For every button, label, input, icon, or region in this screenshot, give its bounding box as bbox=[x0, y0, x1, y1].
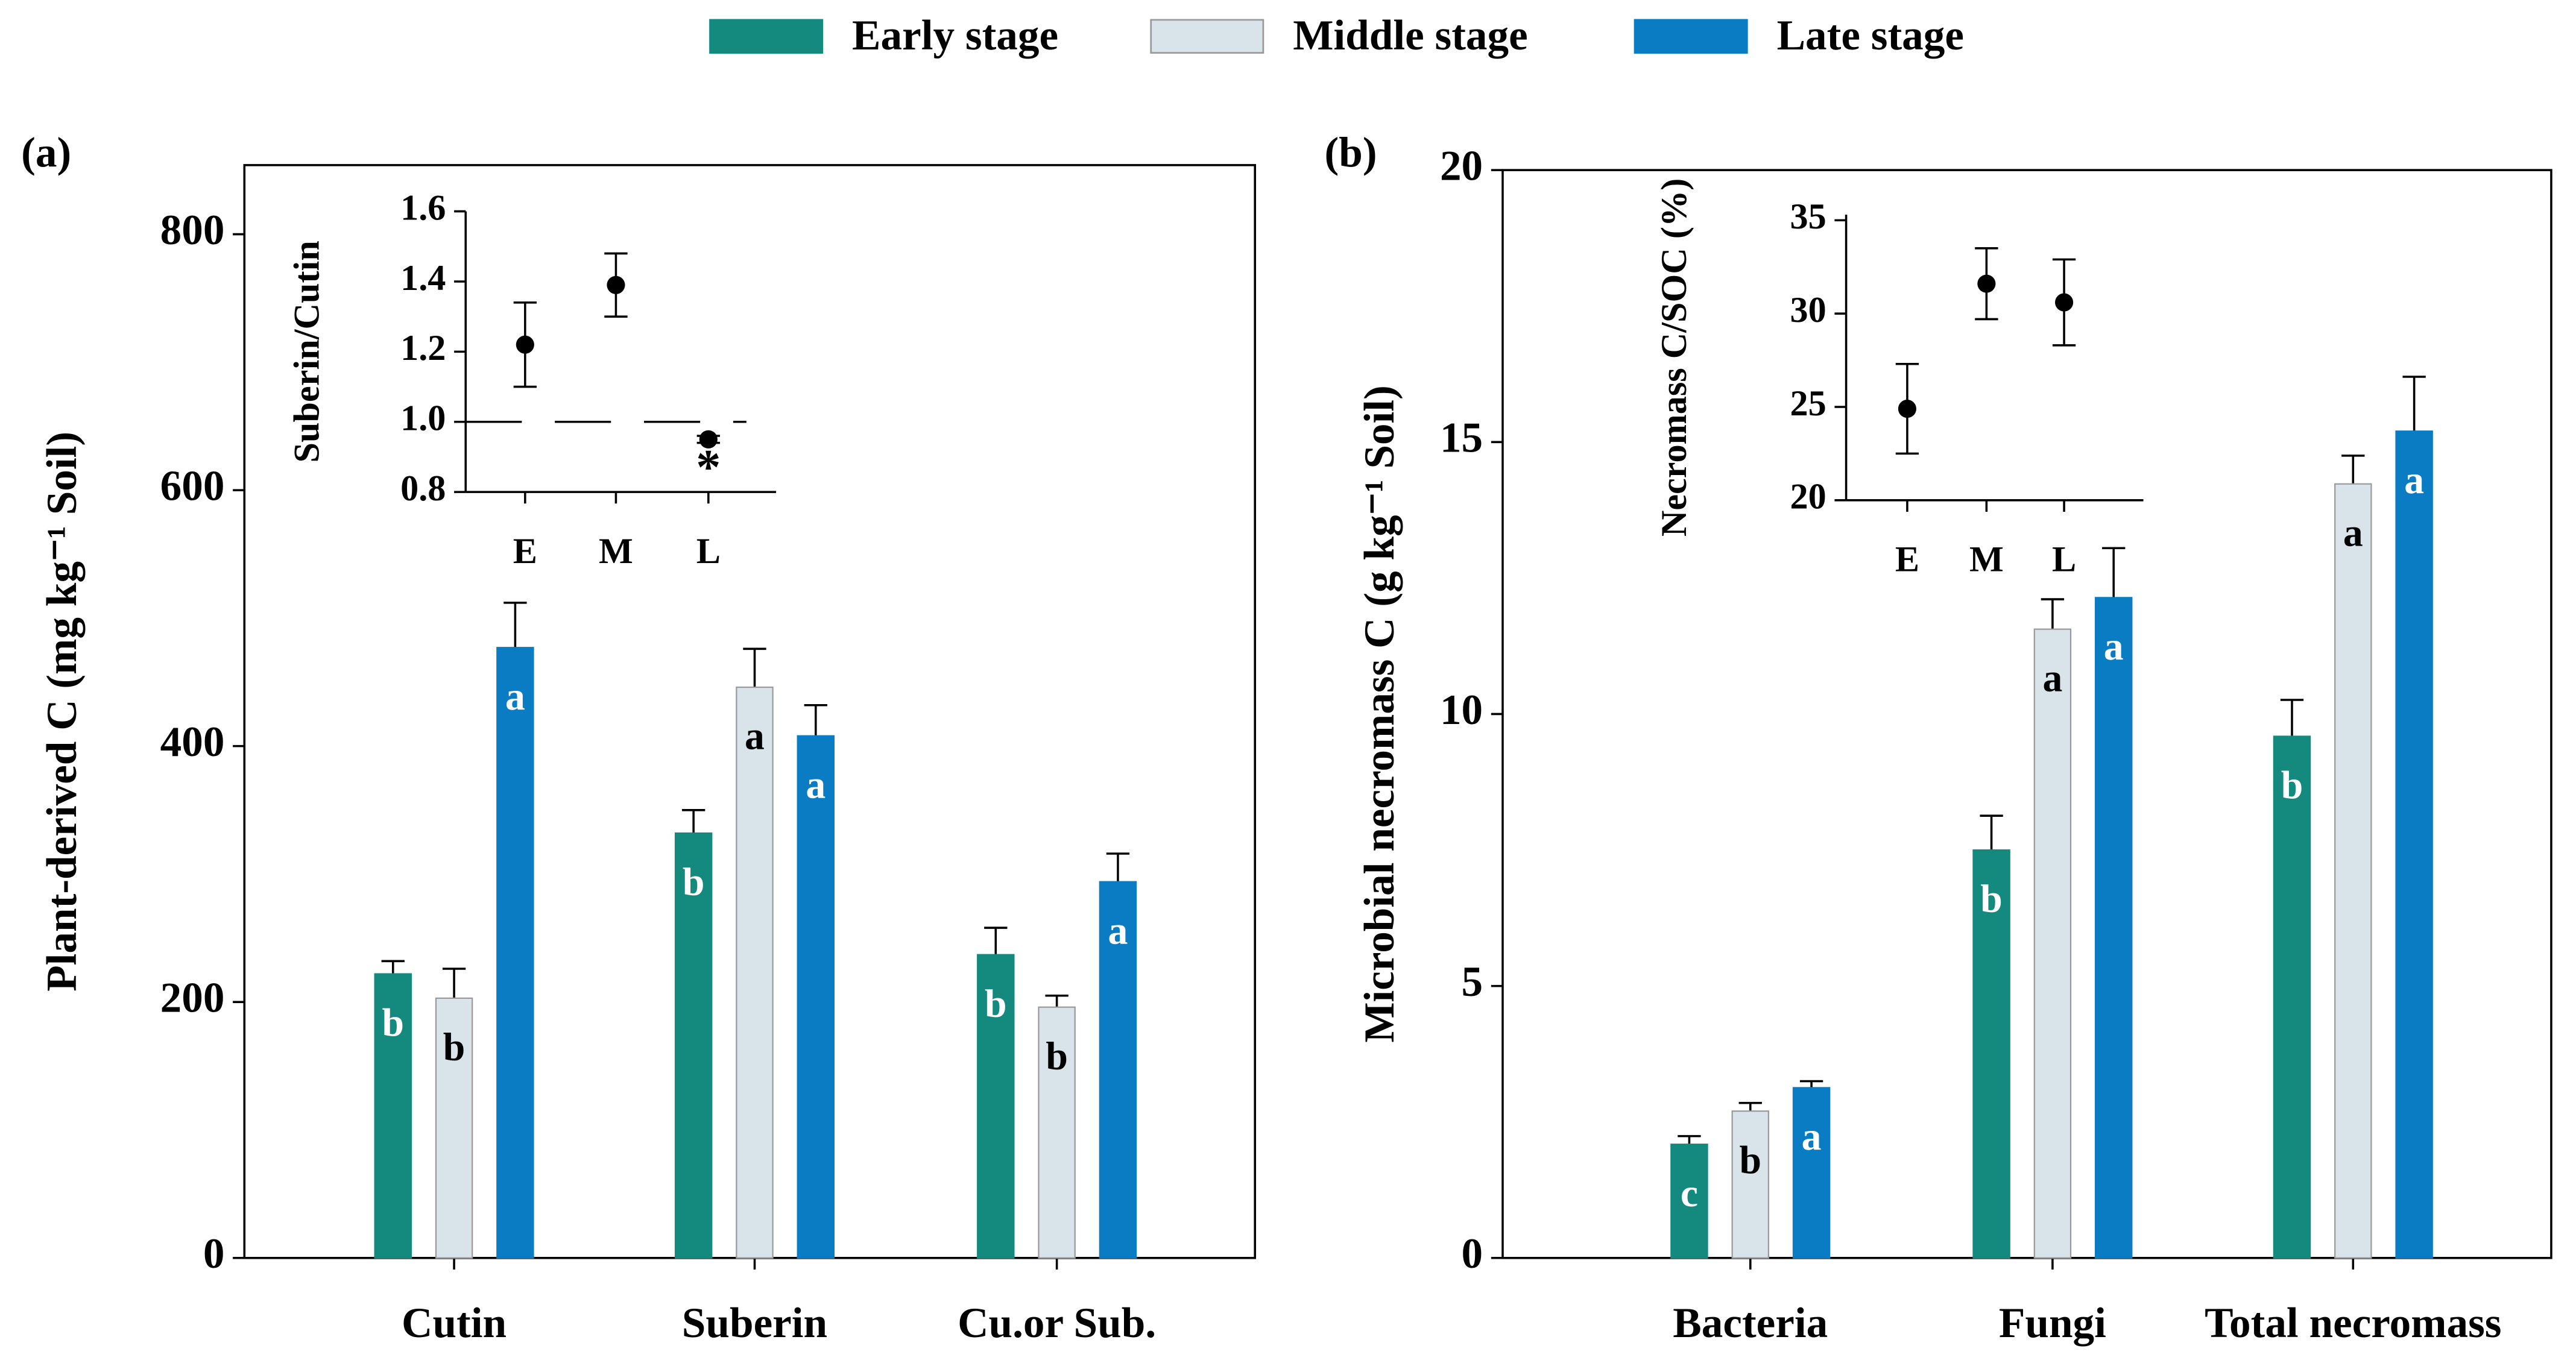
y-axis-label: Necromass C/SOC (%) bbox=[1654, 178, 1694, 537]
significance-letter: b bbox=[1980, 877, 2003, 921]
y-tick-label: 35 bbox=[1790, 197, 1826, 237]
x-tick-label: E bbox=[1895, 540, 1919, 580]
x-tick-label: E bbox=[513, 531, 537, 571]
bar bbox=[374, 973, 412, 1259]
y-tick-label: 15 bbox=[1440, 415, 1483, 462]
x-tick-label: Total necromass bbox=[2205, 1300, 2501, 1347]
y-axis-label: Suberin/Cutin bbox=[287, 241, 327, 462]
bar bbox=[2395, 430, 2433, 1259]
significance-letter: a bbox=[745, 714, 765, 758]
significance-letter: a bbox=[2104, 625, 2124, 669]
point bbox=[516, 335, 534, 354]
bar bbox=[496, 647, 534, 1259]
legend-label: Middle stage bbox=[1293, 12, 1528, 59]
y-tick-label: 1.0 bbox=[400, 398, 446, 439]
y-tick-label: 25 bbox=[1790, 383, 1826, 424]
significance-letter: a bbox=[1802, 1115, 1822, 1159]
bar bbox=[2273, 735, 2311, 1259]
x-tick-label: M bbox=[1969, 540, 2004, 580]
significance-letter: b bbox=[382, 1001, 404, 1045]
x-tick-label: L bbox=[2052, 540, 2076, 580]
bar bbox=[435, 997, 473, 1259]
bar bbox=[2334, 483, 2372, 1259]
significance-letter: a bbox=[2404, 458, 2424, 502]
significance-letter: b bbox=[985, 981, 1007, 1025]
y-tick-label: 1.6 bbox=[400, 187, 446, 228]
significance-letter: a bbox=[2042, 656, 2062, 700]
significance-letter: a bbox=[505, 675, 525, 719]
bar bbox=[977, 954, 1015, 1259]
legend-swatch bbox=[1634, 19, 1748, 54]
bar bbox=[1670, 1144, 1708, 1259]
significance-letter: b bbox=[683, 860, 705, 904]
legend-swatch bbox=[709, 19, 824, 54]
annotation: * bbox=[696, 439, 721, 494]
point bbox=[1898, 400, 1916, 418]
y-tick-label: 600 bbox=[160, 462, 225, 509]
y-tick-label: 400 bbox=[160, 719, 225, 766]
y-tick-label: 30 bbox=[1790, 290, 1826, 330]
y-tick-label: 10 bbox=[1440, 687, 1483, 734]
y-tick-label: 0 bbox=[1462, 1230, 1483, 1277]
significance-letter: c bbox=[1681, 1171, 1698, 1215]
bar bbox=[797, 735, 835, 1259]
point bbox=[607, 275, 625, 294]
x-tick-label: Cutin bbox=[402, 1300, 507, 1347]
significance-letter: a bbox=[806, 763, 826, 807]
bar bbox=[2095, 597, 2133, 1259]
bar bbox=[1792, 1087, 1831, 1259]
bar bbox=[1731, 1110, 1769, 1259]
point bbox=[699, 430, 718, 449]
y-tick-label: 1.2 bbox=[400, 328, 446, 368]
bar bbox=[674, 832, 713, 1259]
significance-letter: b bbox=[1046, 1034, 1068, 1078]
y-tick-label: 20 bbox=[1790, 477, 1826, 517]
legend-label: Early stage bbox=[852, 12, 1058, 59]
y-tick-label: 0 bbox=[203, 1230, 225, 1277]
x-tick-label: Suberin bbox=[682, 1300, 827, 1347]
significance-letter: a bbox=[1108, 908, 1128, 952]
y-tick-label: 800 bbox=[160, 207, 225, 254]
bar bbox=[1972, 849, 2010, 1259]
y-tick-label: 5 bbox=[1462, 959, 1483, 1006]
bar bbox=[2033, 628, 2072, 1259]
y-tick-label: 0.8 bbox=[400, 468, 446, 509]
x-tick-label: Bacteria bbox=[1673, 1300, 1828, 1347]
x-tick-label: Fungi bbox=[1999, 1300, 2106, 1347]
bar bbox=[1038, 1006, 1076, 1259]
bar bbox=[736, 686, 774, 1259]
panel-label: (b) bbox=[1325, 130, 1377, 177]
y-tick-label: 200 bbox=[160, 975, 225, 1022]
significance-letter: a bbox=[2343, 511, 2363, 555]
significance-letter: b bbox=[1739, 1138, 1761, 1182]
panel-label: (a) bbox=[21, 130, 71, 177]
x-tick-label: L bbox=[696, 531, 721, 571]
y-axis-label: Plant-derived C (mg kg⁻¹ Soil) bbox=[39, 432, 86, 992]
significance-letter: b bbox=[443, 1025, 466, 1069]
x-tick-label: M bbox=[599, 531, 633, 571]
point bbox=[1977, 274, 1996, 293]
legend-label: Late stage bbox=[1777, 12, 1964, 59]
significance-letter: b bbox=[2281, 763, 2303, 807]
y-axis-label: Microbial necromass C (g kg⁻¹ Soil) bbox=[1356, 385, 1403, 1042]
legend-swatch bbox=[1150, 19, 1264, 54]
y-tick-label: 20 bbox=[1440, 142, 1483, 189]
y-tick-label: 1.4 bbox=[400, 258, 446, 298]
x-tick-label: Cu.or Sub. bbox=[958, 1300, 1156, 1347]
point bbox=[2055, 293, 2074, 312]
bar bbox=[1099, 881, 1137, 1259]
